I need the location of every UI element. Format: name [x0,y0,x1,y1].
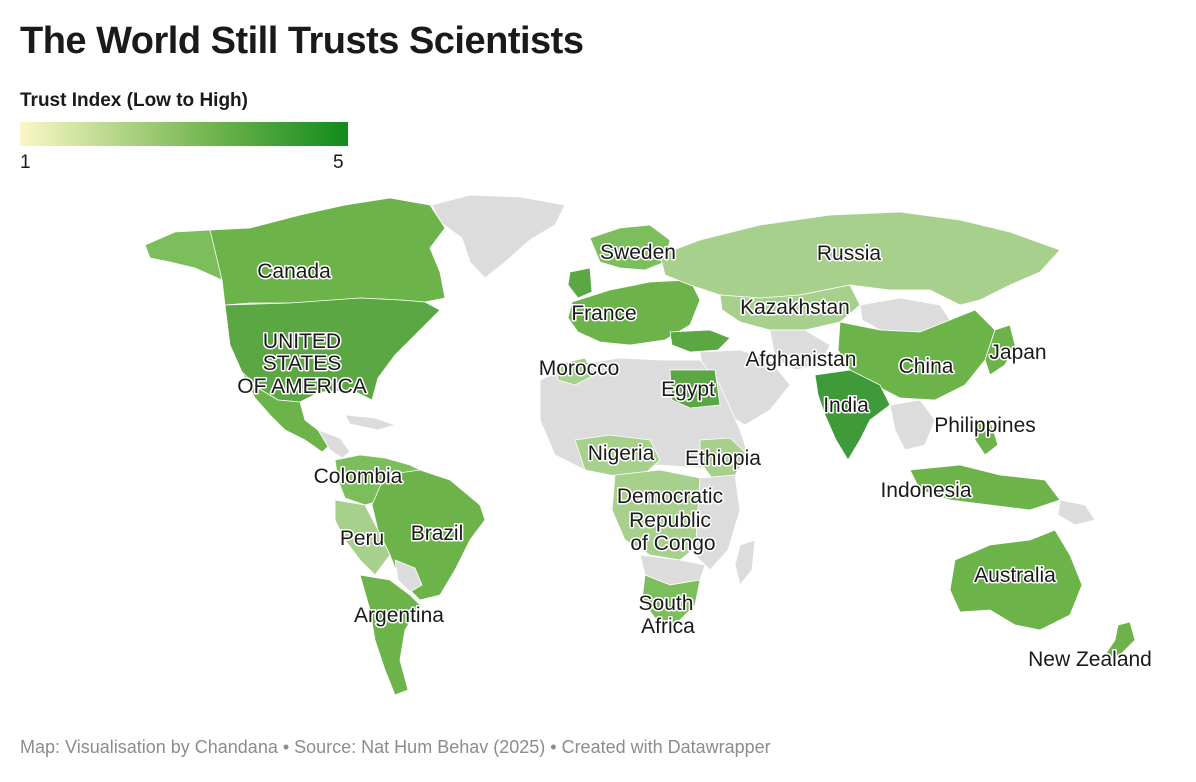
southeast-asia-region[interactable] [889,399,936,451]
label-sweden: Sweden [600,241,676,264]
turkey-region[interactable] [669,329,731,353]
label-egypt: Egypt [661,378,715,401]
bolivia-region[interactable] [394,559,423,593]
label-philippines: Philippines [934,414,1036,437]
south-africa-region[interactable] [641,574,701,626]
label-drc-line3: of Congo [630,532,715,555]
legend-title: Trust Index (Low to High) [20,90,248,111]
peru-region[interactable] [334,499,391,576]
morocco-region[interactable] [554,357,596,386]
label-usa-line1: UNITED [263,330,341,353]
uk-region[interactable] [567,267,593,299]
label-canada: Canada [257,260,331,283]
drc-region[interactable] [611,469,716,561]
label-usa-line2: STATES [263,352,342,375]
label-usa-line3: OF AMERICA [237,375,367,398]
label-brazil: Brazil [411,522,464,545]
new-zealand-region[interactable] [1104,621,1136,666]
indonesia-region[interactable] [909,464,1061,511]
label-australia: Australia [974,564,1056,587]
philippines-region[interactable] [974,419,999,456]
chart-title: The World Still Trusts Scientists [20,20,584,62]
label-colombia: Colombia [314,465,403,488]
greenland-region[interactable] [431,194,566,279]
legend-max-label: 5 [333,152,344,173]
label-south-africa-line1: South [639,592,694,615]
central-america-region[interactable] [317,429,351,459]
label-afghanistan: Afghanistan [746,348,857,371]
japan-region[interactable] [984,324,1016,376]
label-france: France [571,302,636,325]
label-ethiopia: Ethiopia [685,447,761,470]
footer-credits: Map: Visualisation by Chandana • Source:… [20,737,771,757]
label-russia: Russia [817,242,882,265]
label-nigeria: Nigeria [588,442,655,465]
label-drc-line1: Democratic [617,485,723,508]
alaska-region[interactable] [144,229,223,281]
label-india: India [823,394,869,417]
legend-gradient-bar [20,122,348,146]
label-argentina: Argentina [354,604,444,627]
caribbean-region[interactable] [344,414,397,431]
argentina-region[interactable] [359,574,421,696]
nigeria-region[interactable] [574,434,661,479]
label-peru: Peru [340,527,384,550]
label-south-africa-line2: Africa [641,615,695,638]
legend-min-label: 1 [20,152,31,173]
india-region[interactable] [814,369,891,461]
australia-region[interactable] [949,529,1083,631]
label-japan: Japan [989,341,1046,364]
madagascar-region[interactable] [734,539,756,586]
label-china: China [899,355,954,378]
papua-region[interactable] [1057,499,1096,526]
label-indonesia: Indonesia [880,479,971,502]
east-africa-region[interactable] [694,474,741,571]
label-morocco: Morocco [539,357,620,380]
label-kazakhstan: Kazakhstan [740,296,850,319]
afghanistan-region[interactable] [769,329,831,371]
label-drc-line2: Republic [629,509,711,532]
egypt-region[interactable] [669,369,721,409]
label-new-zealand: New Zealand [1028,648,1152,671]
